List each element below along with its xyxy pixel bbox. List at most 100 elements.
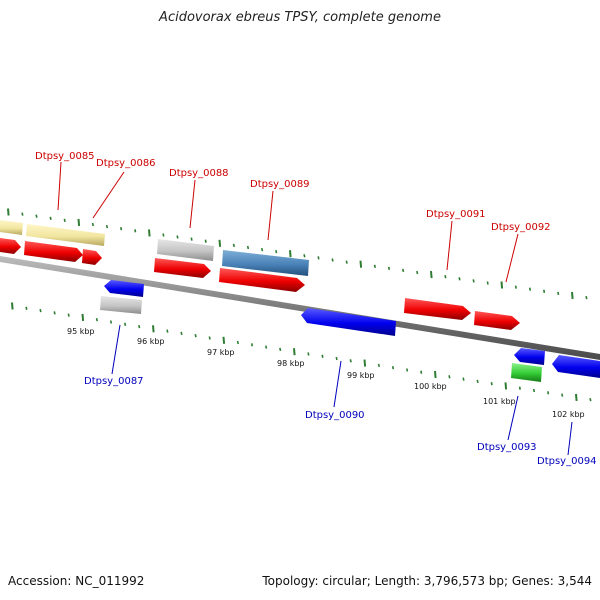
minor-tick [265, 345, 268, 349]
minor-tick [585, 295, 588, 300]
kbp-label: 96 kbp [137, 337, 165, 346]
minor-tick [518, 386, 521, 390]
major-tick [504, 382, 508, 390]
gene-label: Dtpsy_0092 [491, 222, 551, 233]
minor-tick [444, 275, 447, 279]
minor-tick [53, 311, 56, 315]
minor-tick [303, 254, 306, 258]
minor-tick [462, 377, 465, 381]
gene-arrow-red [82, 249, 102, 265]
major-tick [152, 325, 155, 333]
gene-arrow-blue [514, 348, 545, 365]
gene-arrow-red [0, 238, 21, 254]
minor-tick [166, 329, 169, 333]
kbp-label: 102 kbp [552, 410, 585, 419]
minor-tick [162, 233, 165, 237]
minor-tick [49, 216, 52, 220]
major-tick [571, 291, 574, 300]
minor-tick [105, 224, 109, 229]
reverse-tick-track [11, 302, 592, 402]
minor-tick [561, 393, 564, 397]
gene-label: Dtpsy_0085 [35, 151, 95, 162]
figure-title: Acidovorax ebreus TPSY, complete genome [159, 10, 441, 25]
reverse-gene-labels: Dtpsy_0087 Dtpsy_0090 Dtpsy_0093 Dtpsy_0… [84, 376, 597, 467]
minor-tick [246, 245, 250, 250]
gene-label: Dtpsy_0088 [169, 168, 229, 179]
minor-tick [543, 289, 546, 293]
major-tick [575, 393, 578, 401]
minor-tick [307, 352, 310, 356]
kbp-label: 97 kbp [207, 348, 235, 357]
minor-tick [35, 214, 38, 218]
minor-tick [63, 218, 66, 222]
major-tick [77, 218, 81, 226]
gene-arrow-red [404, 298, 471, 320]
gene-arrow-steel [222, 250, 309, 276]
major-tick [81, 313, 85, 321]
leader-line [92, 171, 125, 219]
minor-tick [420, 370, 423, 374]
reverse-genes [100, 280, 600, 382]
gene-arrow-red [154, 258, 211, 278]
minor-tick [589, 398, 592, 402]
gene-arrow-gray [100, 296, 142, 314]
minor-tick [486, 281, 489, 285]
leader-line [507, 395, 519, 441]
leader-line [111, 324, 121, 375]
minor-tick [134, 229, 137, 233]
gene-label: Dtpsy_0094 [537, 456, 597, 467]
leader-line [267, 190, 274, 241]
minor-tick [458, 277, 461, 281]
leader-line [189, 179, 196, 229]
major-tick [11, 302, 14, 310]
minor-tick [532, 388, 536, 393]
major-tick [222, 336, 226, 344]
minor-tick [190, 237, 193, 241]
minor-tick [95, 318, 98, 322]
gene-label: Dtpsy_0090 [305, 410, 365, 421]
minor-tick [331, 258, 334, 262]
kbp-label: 100 kbp [414, 382, 447, 391]
major-tick [359, 260, 363, 268]
minor-tick [208, 336, 211, 340]
forward-gene-labels: Dtpsy_0085 Dtpsy_0086 Dtpsy_0088 Dtpsy_0… [35, 151, 551, 233]
leader-line [446, 220, 453, 271]
major-tick [7, 208, 10, 216]
kbp-label: 101 kbp [483, 397, 516, 406]
minor-tick [387, 266, 391, 270]
minor-tick [236, 340, 239, 345]
major-tick [293, 348, 296, 356]
leader-line [333, 360, 342, 408]
minor-tick [176, 235, 179, 239]
minor-tick [261, 247, 264, 252]
major-tick [363, 359, 367, 367]
minor-tick [317, 256, 320, 260]
minor-tick [109, 320, 113, 324]
minor-tick [377, 363, 380, 368]
minor-tick [180, 331, 183, 336]
minor-tick [194, 334, 197, 338]
gene-label: Dtpsy_0093 [477, 442, 537, 453]
minor-tick [406, 368, 409, 372]
minor-tick [39, 308, 42, 313]
minor-tick [124, 322, 127, 326]
minor-tick [514, 285, 517, 289]
major-tick [148, 229, 151, 237]
gene-arrow-gray [157, 239, 214, 261]
minor-tick [204, 239, 207, 243]
gene-label: Dtpsy_0086 [96, 158, 156, 169]
minor-tick [547, 391, 550, 395]
label-leader-lines [57, 161, 573, 456]
minor-tick [391, 366, 395, 370]
gene-arrow-red [474, 311, 520, 330]
minor-tick [138, 324, 141, 329]
minor-tick [21, 212, 24, 216]
gene-arrow-red [219, 268, 305, 292]
forward-tick-track [7, 208, 588, 300]
minor-tick [490, 382, 493, 386]
gene-label: Dtpsy_0091 [426, 209, 486, 220]
minor-tick [373, 264, 376, 268]
major-tick [500, 281, 504, 289]
minor-tick [275, 249, 278, 254]
